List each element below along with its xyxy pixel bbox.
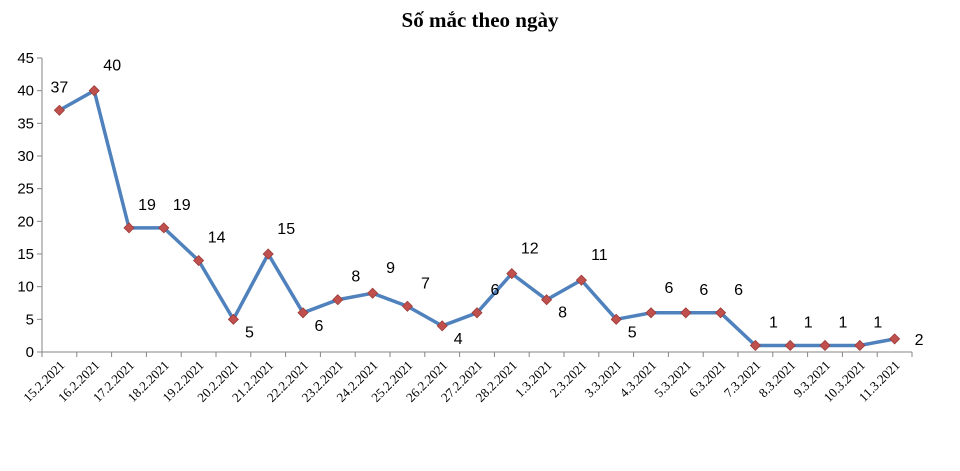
y-tick-label: 15	[17, 246, 34, 263]
data-point-marker	[715, 307, 727, 319]
data-point-marker	[158, 222, 170, 234]
x-tick-label: 2.3.2021	[547, 358, 590, 401]
x-tick-label: 8.3.2021	[756, 358, 799, 401]
data-point-marker	[297, 307, 309, 319]
x-tick-label: 6.3.2021	[686, 358, 729, 401]
data-point-marker	[749, 339, 761, 352]
y-tick-label: 45	[17, 50, 34, 67]
y-tick-label: 5	[26, 311, 34, 328]
data-label: 19	[138, 197, 156, 214]
data-point-marker	[610, 313, 622, 325]
data-point-marker	[645, 307, 657, 319]
data-label: 1	[769, 314, 778, 331]
data-label: 4	[454, 331, 463, 348]
data-point-marker	[819, 339, 831, 352]
data-label: 19	[173, 197, 191, 214]
data-label: 7	[421, 275, 430, 292]
data-point-marker	[436, 320, 448, 332]
data-point-marker	[88, 85, 100, 97]
data-label: 2	[915, 332, 924, 349]
data-label: 6	[699, 282, 708, 299]
data-label: 8	[558, 305, 567, 322]
data-label: 1	[873, 314, 882, 331]
data-point-marker	[506, 268, 518, 280]
data-label: 14	[208, 230, 226, 247]
x-tick-label: 4.3.2021	[616, 358, 659, 401]
x-tick-label: 7.3.2021	[721, 358, 764, 401]
y-tick-label: 25	[17, 181, 34, 198]
data-label: 5	[628, 324, 637, 341]
data-point-marker	[367, 287, 379, 299]
data-point-marker	[53, 104, 65, 116]
data-label: 6	[665, 280, 674, 297]
data-point-marker	[854, 339, 866, 352]
data-point-marker	[262, 248, 274, 260]
data-label: 12	[521, 241, 539, 258]
data-label: 9	[386, 260, 395, 277]
data-point-marker	[680, 307, 692, 319]
data-label: 5	[245, 324, 254, 341]
data-point-marker	[541, 294, 553, 306]
data-label: 1	[804, 314, 813, 331]
data-point-marker	[889, 333, 901, 345]
y-tick-label: 30	[17, 148, 34, 165]
y-tick-label: 0	[26, 344, 34, 361]
data-label: 6	[315, 318, 324, 335]
y-tick-label: 20	[17, 213, 34, 230]
y-tick-label: 10	[17, 279, 34, 296]
x-tick-label: 1.3.2021	[512, 358, 555, 401]
chart-title: Số mắc theo ngày	[401, 8, 559, 32]
data-label: 6	[734, 282, 743, 299]
x-tick-label: 5.3.2021	[651, 358, 694, 401]
data-point-marker	[784, 339, 796, 352]
data-label: 40	[103, 58, 121, 75]
data-point-marker	[332, 294, 344, 306]
data-label: 1	[839, 314, 848, 331]
data-label: 15	[277, 221, 295, 238]
y-tick-label: 35	[17, 115, 34, 132]
y-tick-label: 40	[17, 83, 34, 100]
data-point-marker	[227, 313, 239, 325]
data-point-marker	[401, 300, 413, 312]
data-label: 6	[491, 282, 500, 299]
data-label: 11	[591, 247, 608, 264]
data-point-marker	[123, 222, 135, 234]
data-point-marker	[193, 254, 205, 267]
data-label: 8	[351, 269, 360, 286]
data-label: 37	[51, 79, 69, 96]
data-point-marker	[471, 307, 483, 319]
x-tick-label: 3.3.2021	[582, 358, 625, 401]
data-point-marker	[575, 274, 587, 286]
